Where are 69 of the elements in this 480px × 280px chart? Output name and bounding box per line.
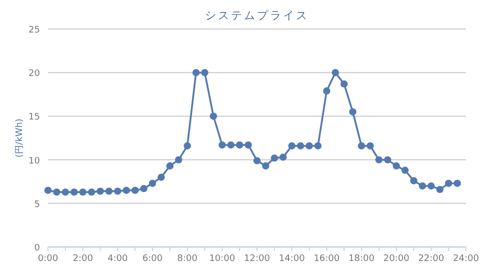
point [184,142,191,150]
point [244,141,252,149]
point [227,141,234,149]
y-tick-label: 25 [28,26,40,36]
y-tick-label: 15 [28,112,40,123]
point [175,156,182,164]
x-tick-label: 0:00 [38,254,58,264]
point [122,186,130,194]
point [280,154,287,161]
point [323,87,330,95]
y-tick-label: 0 [34,244,40,254]
point [44,186,52,194]
point [436,186,444,194]
x-tick-label: 2:00 [72,254,94,264]
point [270,154,278,162]
point [88,188,96,196]
point [314,142,322,150]
point [236,141,244,149]
point [96,188,104,195]
point [340,80,348,88]
x-tick-label: 22:00 [418,254,444,264]
point [375,156,383,164]
x-tick-label: 10:00 [209,254,236,264]
point [148,180,156,187]
y-tick-label: 20 [28,69,40,80]
point [454,180,461,187]
point [332,69,339,76]
point [366,142,374,150]
chart-title: システムプライス [205,9,309,22]
x-tick-label: 6:00 [142,254,163,264]
point [192,69,200,76]
y-tick-label: 5 [34,200,40,210]
x-tick-label: 12:00 [244,254,270,264]
point [392,162,400,170]
point [428,182,435,190]
point [288,142,296,150]
point [53,188,60,196]
point [166,162,174,170]
point [296,142,304,150]
point [140,184,148,192]
point [62,188,70,196]
point [70,188,78,196]
x-tick-label: 20:00 [383,254,410,264]
x-tick-label: 18:00 [348,254,375,264]
point [210,112,218,120]
point [410,177,418,184]
x-tick-label: 4:00 [108,254,128,264]
y-axis-title: (円/kWh) [15,118,25,158]
point [358,142,366,150]
point [444,180,452,187]
point [131,186,139,194]
point [218,141,226,149]
point [418,182,426,190]
x-tick-label: 16:00 [314,254,340,264]
point [306,142,313,150]
x-tick-label: 14:00 [278,254,306,264]
point [384,156,392,164]
point [349,108,356,116]
x-tick-label: 8:00 [177,254,198,264]
point [114,188,122,195]
point [201,69,208,76]
x-tick-label: 24:00 [453,254,480,264]
point [401,166,409,174]
point [158,174,165,181]
point [262,162,270,170]
point [105,188,113,195]
point [79,188,86,196]
y-tick-label: 10 [28,156,40,166]
point [253,157,261,164]
